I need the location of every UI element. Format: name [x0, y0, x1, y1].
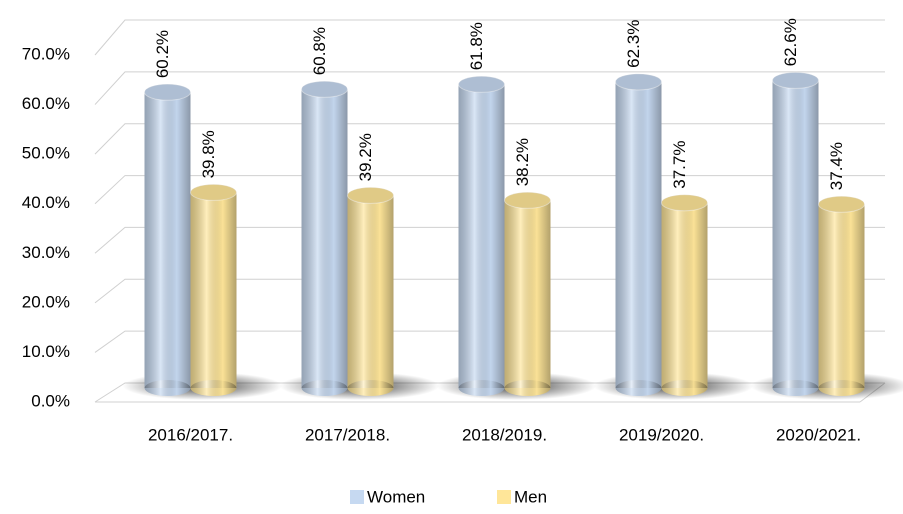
y-tick-label: 10.0% [22, 342, 70, 361]
cylinder-top-shade [347, 187, 394, 204]
data-label: 61.8% [467, 22, 486, 70]
x-tick-label: 2020/2021. [776, 425, 861, 444]
y-tick-label: 30.0% [22, 243, 70, 262]
cylinder [347, 186, 394, 396]
cylinder-top [504, 191, 551, 209]
cylinder-top [458, 75, 505, 93]
data-label: 37.7% [670, 141, 689, 189]
cylinder-shade [347, 195, 394, 388]
cylinder [772, 71, 819, 396]
grid-line [94, 71, 885, 105]
cylinder-top [347, 186, 394, 204]
legend-label: Men [514, 487, 547, 506]
y-tick-label: 70.0% [22, 44, 70, 63]
cylinder-top-shade [661, 194, 708, 211]
y-tick-label: 20.0% [22, 292, 70, 311]
cylinder-shade [504, 200, 551, 388]
cylinder-top-shade [772, 72, 819, 89]
cylinder-top [772, 71, 819, 89]
grid-line [94, 19, 885, 56]
y-tick-label: 60.0% [22, 94, 70, 113]
cylinder-top [818, 195, 865, 213]
cylinder [661, 194, 708, 396]
cylinder-shade [818, 204, 865, 388]
cylinder-top-shade [190, 184, 237, 201]
data-label: 38.2% [513, 138, 532, 186]
cylinder [504, 191, 551, 396]
cylinder-top-shade [144, 84, 191, 101]
cylinder [615, 73, 662, 396]
cylinder [818, 195, 865, 396]
cylinder-top-shade [818, 196, 865, 213]
legend-swatch [350, 490, 364, 504]
data-label: 39.2% [356, 133, 375, 181]
y-tick-label: 50.0% [22, 144, 70, 163]
x-tick-label: 2019/2020. [619, 425, 704, 444]
y-tick-label: 0.0% [31, 391, 70, 410]
cylinder-top [190, 183, 237, 201]
cylinder-shade [301, 89, 348, 388]
cylinder-shade [190, 192, 237, 388]
data-label: 62.3% [624, 20, 643, 68]
cylinder [190, 183, 237, 396]
data-label: 62.6% [781, 18, 800, 66]
cylinder-top-shade [504, 192, 551, 209]
cylinder-shade [772, 80, 819, 388]
legend-label: Women [367, 487, 425, 506]
cylinder-top-shade [301, 81, 348, 98]
cylinder-top-shade [615, 73, 662, 90]
legend-swatch [497, 490, 511, 504]
data-label: 60.8% [310, 27, 329, 75]
x-tick-label: 2016/2017. [148, 425, 233, 444]
data-label: 37.4% [827, 142, 846, 190]
y-tick-label: 40.0% [22, 193, 70, 212]
cylinder-shade [661, 202, 708, 388]
cylinder [301, 80, 348, 396]
cylinder [458, 75, 505, 396]
cylinder-shade [144, 92, 191, 388]
cylinder-shade [458, 84, 505, 388]
x-tick-label: 2018/2019. [462, 425, 547, 444]
cylinder-top [661, 194, 708, 212]
data-label: 60.2% [153, 30, 172, 78]
cylinder-top-shade [458, 76, 505, 93]
data-label: 39.8% [199, 130, 218, 178]
cylinder-shade [615, 81, 662, 388]
cylinder-top [301, 80, 348, 98]
cylinder-top [144, 83, 191, 101]
cylinder [144, 83, 191, 396]
x-tick-label: 2017/2018. [305, 425, 390, 444]
cylinder-top [615, 73, 662, 91]
